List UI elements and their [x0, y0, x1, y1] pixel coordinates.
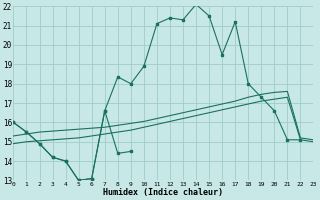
X-axis label: Humidex (Indice chaleur): Humidex (Indice chaleur)	[103, 188, 223, 197]
